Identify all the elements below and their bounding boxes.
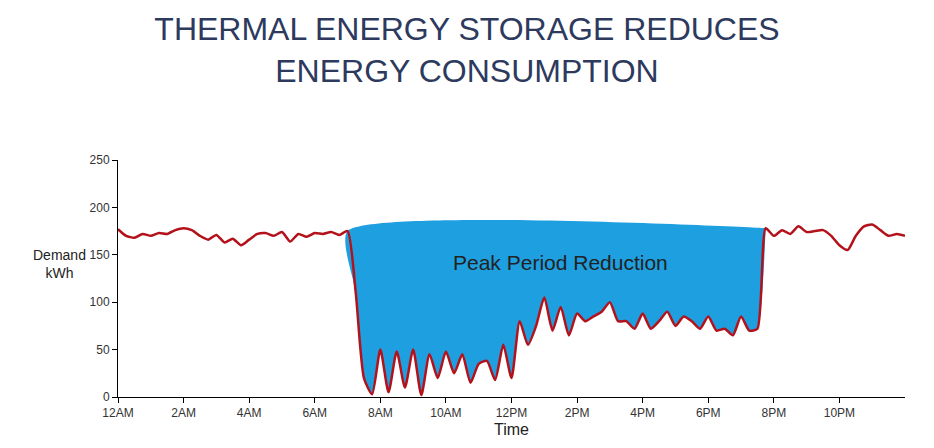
svg-text:12AM: 12AM <box>102 406 133 420</box>
svg-text:2AM: 2AM <box>171 406 196 420</box>
svg-text:4PM: 4PM <box>630 406 655 420</box>
svg-text:150: 150 <box>90 248 110 262</box>
svg-text:10AM: 10AM <box>430 406 461 420</box>
svg-text:8AM: 8AM <box>368 406 393 420</box>
svg-text:DemandkWh: DemandkWh <box>33 247 86 281</box>
svg-text:8PM: 8PM <box>761 406 786 420</box>
svg-text:6PM: 6PM <box>696 406 721 420</box>
svg-text:250: 250 <box>90 153 110 167</box>
svg-text:12PM: 12PM <box>496 406 527 420</box>
svg-text:2PM: 2PM <box>565 406 590 420</box>
svg-text:100: 100 <box>90 295 110 309</box>
svg-text:THERMAL ENERGY STORAGE REDUCES: THERMAL ENERGY STORAGE REDUCESENERGY CON… <box>154 11 779 89</box>
svg-text:Peak Period Reduction: Peak Period Reduction <box>453 251 668 274</box>
svg-text:200: 200 <box>90 201 110 215</box>
svg-text:10PM: 10PM <box>824 406 855 420</box>
svg-text:6AM: 6AM <box>302 406 327 420</box>
svg-text:0: 0 <box>103 390 110 404</box>
svg-text:Time: Time <box>494 421 529 438</box>
svg-text:50: 50 <box>96 343 110 357</box>
svg-text:4AM: 4AM <box>237 406 262 420</box>
